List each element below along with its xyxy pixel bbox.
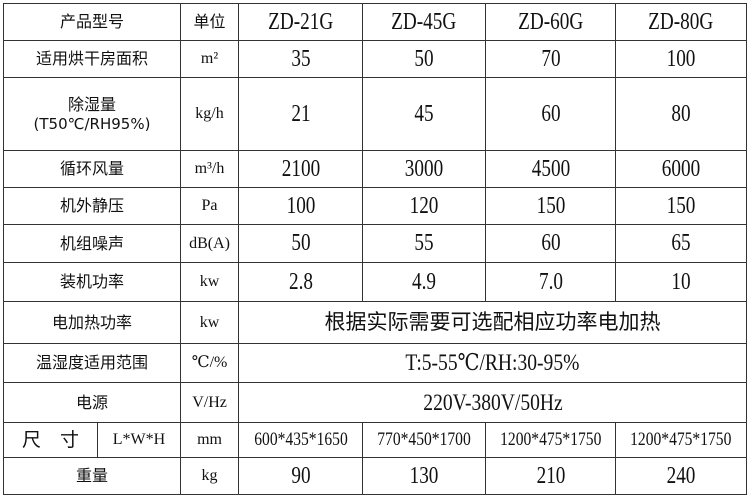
cell-value: 21 — [290, 100, 311, 127]
cell-value: 35 — [290, 45, 311, 72]
table-row: 尺 寸 L*W*H mm 600*435*1650 770*450*1700 1… — [3, 422, 748, 458]
row-unit: m³/h — [180, 150, 240, 188]
table-row: 装机功率 kw 2.8 4.9 7.0 10 — [2, 262, 748, 302]
row-unit: kg/h — [180, 77, 240, 151]
cell-value: 4500 — [531, 155, 570, 182]
cell-value: 120 — [409, 192, 439, 219]
row-unit: dB(A) — [180, 224, 240, 263]
cell-value: 10 — [671, 268, 691, 295]
cell-value: 60 — [540, 100, 561, 127]
table-row: 机外静压 Pa 100 120 150 150 — [2, 187, 748, 225]
cell-value: 130 — [409, 462, 439, 489]
cell-value: 770*450*1700 — [377, 428, 471, 450]
model-name: ZD-80G — [648, 8, 714, 35]
cell-value: 70 — [540, 45, 561, 72]
row-label: 重量 — [2, 457, 182, 495]
row-label: 电加热功率 — [2, 301, 182, 344]
cell-value: 90 — [290, 462, 311, 489]
cell-value: 60 — [540, 230, 561, 257]
cell-value: 2100 — [281, 155, 320, 182]
table-row: 适用烘干房面积 m² 35 50 70 100 — [2, 40, 748, 78]
cell-value: 1200*475*1750 — [499, 428, 602, 450]
model-name: ZD-21G — [267, 8, 334, 35]
cell-value: 100 — [666, 45, 696, 72]
model-name: ZD-45G — [391, 8, 457, 35]
table-row: 电加热功率 kw 根据实际需要可选配相应功率电加热 — [2, 301, 748, 344]
row-unit: mm — [180, 422, 240, 458]
table-row: 重量 kg 90 130 210 240 — [2, 457, 748, 495]
row-unit: V/Hz — [180, 382, 240, 423]
row-label: 电源 — [2, 382, 182, 423]
row-label-main: 除湿量 — [68, 95, 117, 115]
header-label: 产品型号 — [2, 3, 182, 41]
cell-value: 240 — [666, 462, 696, 489]
cell-value: 6000 — [661, 155, 701, 182]
cell-value: 65 — [671, 230, 691, 257]
cell-value: 50 — [290, 230, 311, 257]
cell-value: 1200*475*1750 — [630, 428, 732, 450]
spec-table: 产品型号 单位 ZD-21G ZD-45G ZD-60G ZD-80G 适用烘干… — [2, 3, 748, 495]
merged-value: T:5-55℃/RH:30-95% — [405, 350, 580, 376]
row-unit: m² — [180, 40, 240, 78]
table-row: 循环风量 m³/h 2100 3000 4500 6000 — [2, 150, 748, 188]
row-label: 适用烘干房面积 — [2, 40, 182, 78]
row-label-sub: (T50℃/RH95%) — [33, 114, 151, 133]
cell-value: 150 — [536, 192, 565, 219]
cell-value: 4.9 — [412, 268, 437, 295]
cell-value: 210 — [536, 462, 565, 489]
row-label: 温湿度适用范围 — [2, 343, 182, 383]
table-row: 电源 V/Hz 220V-380V/50Hz — [2, 382, 748, 423]
merged-value: 220V-380V/50Hz — [422, 389, 563, 415]
cell-value: 600*435*1650 — [253, 428, 348, 450]
row-label: 除湿量 (T50℃/RH95%) — [2, 77, 182, 151]
merged-value: 根据实际需要可选配相应功率电加热 — [238, 301, 748, 344]
table-row: 机组噪声 dB(A) 50 55 60 65 — [2, 224, 748, 263]
row-sublabel: L*W*H — [96, 422, 182, 458]
cell-value: 100 — [286, 192, 315, 219]
row-unit: kw — [180, 301, 240, 344]
table-row: 温湿度适用范围 ℃/% T:5-55℃/RH:30-95% — [2, 343, 748, 383]
row-label: 尺 寸 — [3, 422, 98, 458]
row-label: 机组噪声 — [2, 224, 182, 263]
cell-value: 3000 — [404, 155, 444, 182]
cell-value: 7.0 — [538, 268, 563, 295]
cell-value: 2.8 — [288, 268, 313, 295]
header-row: 产品型号 单位 ZD-21G ZD-45G ZD-60G ZD-80G — [2, 3, 748, 41]
cell-value: 45 — [414, 100, 434, 127]
row-unit: Pa — [180, 187, 240, 225]
row-unit: ℃/% — [180, 343, 240, 383]
model-name: ZD-60G — [517, 8, 584, 35]
row-label: 装机功率 — [2, 262, 182, 302]
table-row: 除湿量 (T50℃/RH95%) kg/h 21 45 60 80 — [2, 77, 748, 151]
cell-value: 150 — [666, 192, 696, 219]
cell-value: 55 — [414, 230, 434, 257]
header-unit: 单位 — [180, 3, 240, 41]
row-unit: kw — [180, 262, 240, 302]
row-label: 机外静压 — [2, 187, 182, 225]
cell-value: 80 — [671, 100, 691, 127]
cell-value: 50 — [414, 45, 434, 72]
row-unit: kg — [180, 457, 240, 495]
row-label: 循环风量 — [2, 150, 182, 188]
